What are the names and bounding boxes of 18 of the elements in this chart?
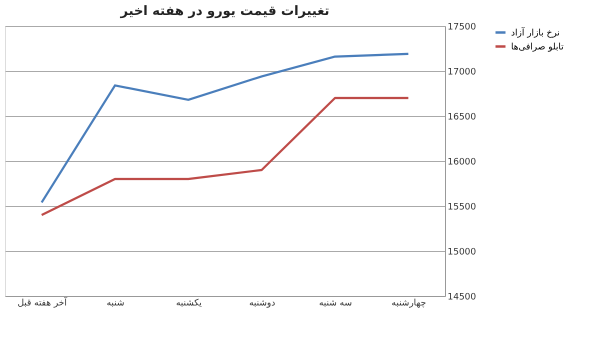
x-tick-label: دوشنبه bbox=[249, 298, 276, 308]
y-tick-label: 15000 bbox=[448, 248, 476, 258]
line-series bbox=[40, 52, 410, 204]
y-tick-label: 16000 bbox=[448, 158, 476, 168]
chart-title: تغییرات قیمت یورو در هفته اخیر bbox=[120, 4, 330, 19]
x-tick-label: سه شنبه bbox=[318, 298, 352, 308]
legend-label: تابلو صرافی‌ها bbox=[511, 42, 564, 52]
x-tick-label: آخر هفته قبل bbox=[17, 296, 68, 308]
y-tick-label: 16500 bbox=[448, 112, 476, 122]
y-tick-label: 17000 bbox=[448, 68, 476, 78]
x-tick-label: چهارشنبه bbox=[392, 298, 426, 308]
x-tick-label: شنبه bbox=[106, 298, 124, 308]
y-tick-label: 15500 bbox=[448, 202, 476, 212]
y-tick-label: 14500 bbox=[448, 292, 476, 302]
line-series bbox=[40, 96, 410, 216]
y-tick-label: 17500 bbox=[448, 22, 476, 32]
x-tick-label: یکشنبه bbox=[176, 298, 202, 308]
legend-label: نرخ بازار آزاد bbox=[511, 26, 560, 38]
